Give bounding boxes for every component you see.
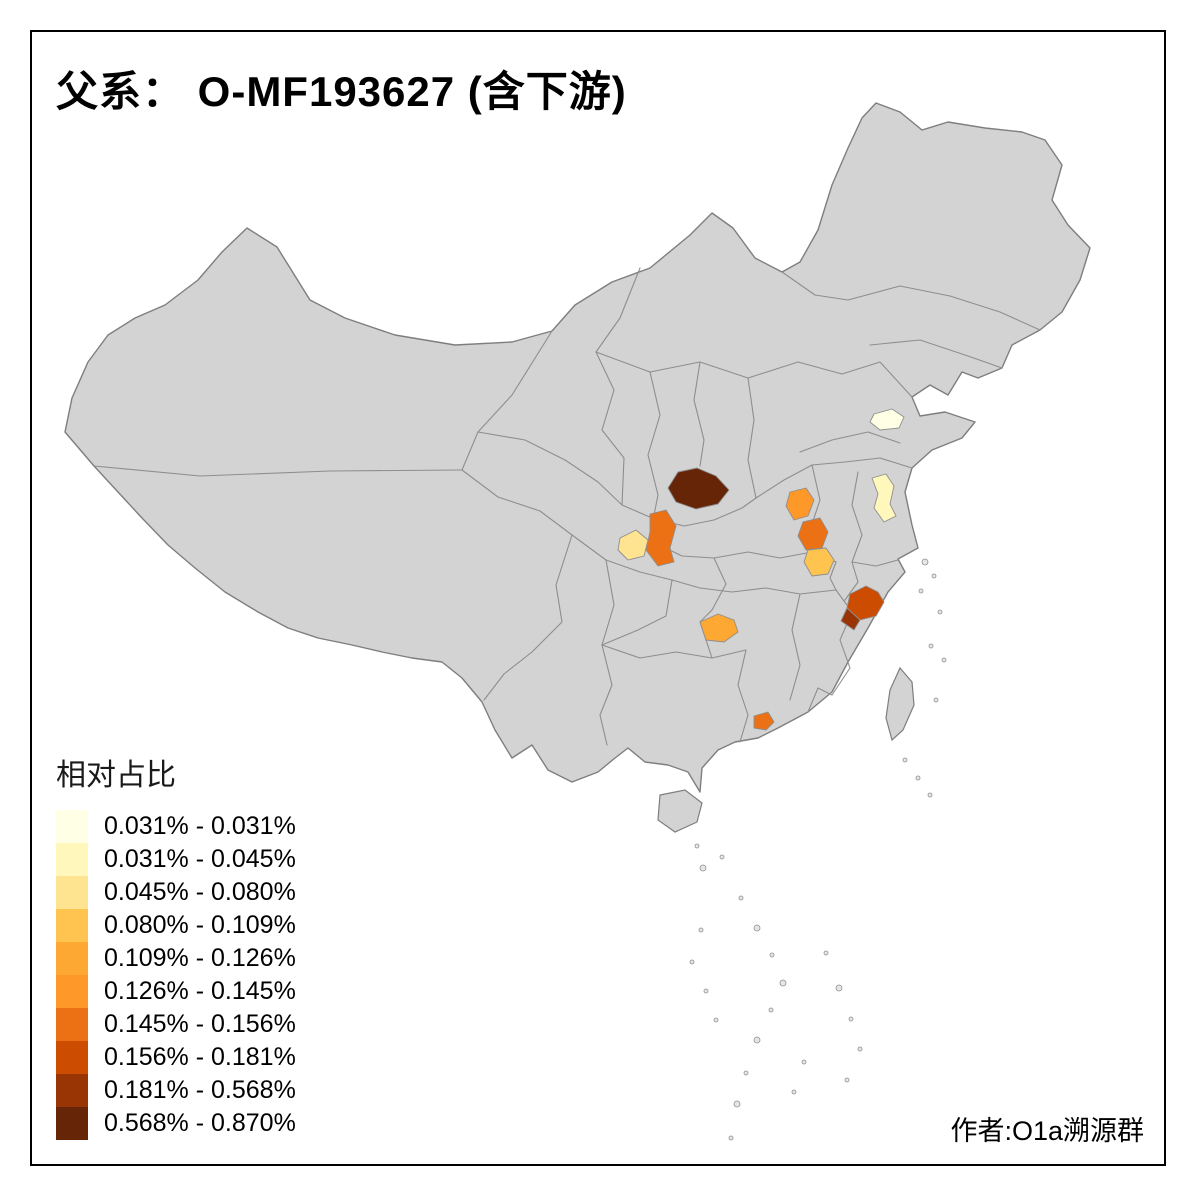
legend-item: 0.126% - 0.145%: [56, 975, 296, 1008]
taiwan-island: [885, 666, 915, 742]
map-region: [753, 711, 775, 731]
legend-label: 0.109% - 0.126%: [104, 944, 296, 972]
map-region: [785, 487, 815, 521]
legend-item: 0.181% - 0.568%: [56, 1074, 296, 1107]
legend-swatch: [56, 810, 88, 843]
map-region: [869, 408, 905, 431]
legend-label: 0.181% - 0.568%: [104, 1076, 296, 1104]
legend-label: 0.126% - 0.145%: [104, 977, 296, 1005]
map-region: [871, 473, 897, 523]
legend-item: 0.145% - 0.156%: [56, 1008, 296, 1041]
map-region: [645, 509, 677, 567]
legend-item: 0.156% - 0.181%: [56, 1041, 296, 1074]
legend-swatch: [56, 1107, 88, 1140]
legend-label: 0.031% - 0.031%: [104, 812, 296, 840]
legend-items: 0.031% - 0.031% 0.031% - 0.045% 0.045% - 0…: [56, 810, 296, 1140]
legend-item: 0.080% - 0.109%: [56, 909, 296, 942]
legend-label: 0.568% - 0.870%: [104, 1109, 296, 1137]
legend-swatch: [56, 843, 88, 876]
map-region: [803, 547, 835, 577]
legend-label: 0.031% - 0.045%: [104, 845, 296, 873]
map-region: [667, 467, 730, 510]
legend-swatch: [56, 876, 88, 909]
map-region: [840, 607, 861, 631]
map-region: [617, 529, 649, 561]
legend-swatch: [56, 1041, 88, 1074]
legend-swatch: [56, 1074, 88, 1107]
legend-item: 0.045% - 0.080%: [56, 876, 296, 909]
province-borders: [93, 267, 1041, 746]
legend-item: 0.031% - 0.045%: [56, 843, 296, 876]
small-islands: [689, 558, 947, 1141]
islands: [657, 558, 947, 1141]
legend-label: 0.080% - 0.109%: [104, 911, 296, 939]
legend-label: 0.145% - 0.156%: [104, 1010, 296, 1038]
legend-item: 0.568% - 0.870%: [56, 1107, 296, 1140]
map-region: [699, 613, 739, 643]
legend-label: 0.045% - 0.080%: [104, 878, 296, 906]
legend-swatch: [56, 909, 88, 942]
legend-label: 0.156% - 0.181%: [104, 1043, 296, 1071]
hainan-island: [657, 789, 703, 833]
page-title: 父系： O-MF193627 (含下游): [56, 68, 627, 115]
legend-swatch: [56, 975, 88, 1008]
legend-item: 0.031% - 0.031%: [56, 810, 296, 843]
attribution-text: 作者:O1a溯源群: [950, 1116, 1144, 1146]
highlighted-regions: [617, 408, 905, 731]
legend-swatch: [56, 942, 88, 975]
map-legend: 相对占比 0.031% - 0.031% 0.031% - 0.045% 0.045…: [56, 750, 296, 1140]
legend-title: 相对占比: [56, 759, 176, 792]
legend-item: 0.109% - 0.126%: [56, 942, 296, 975]
mainland-china: [64, 102, 1091, 793]
legend-swatch: [56, 1008, 88, 1041]
